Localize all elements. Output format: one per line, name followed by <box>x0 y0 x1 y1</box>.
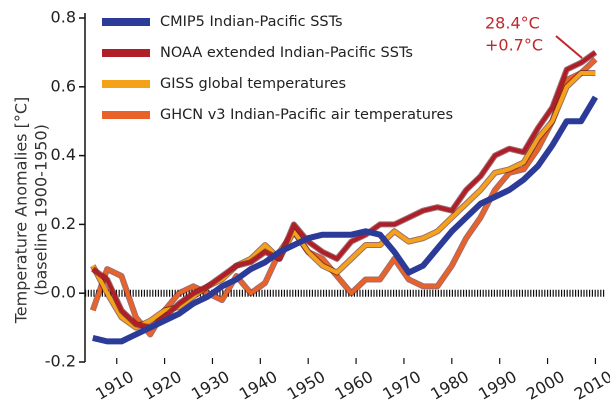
x-tick-label: 1930 <box>188 367 233 402</box>
y-tick-label: 0.6 <box>51 76 76 95</box>
x-tick-label: 1940 <box>236 367 281 402</box>
x-tick-label: 2010 <box>571 367 610 402</box>
x-tick-label: 1980 <box>427 367 472 402</box>
series-line <box>90 57 597 337</box>
x-tick-label: 1950 <box>284 367 329 402</box>
legend-label: CMIP5 Indian-Pacific SSTs <box>160 14 343 30</box>
y-tick-label: 0.8 <box>51 8 76 27</box>
y-tick-label: 0.2 <box>51 214 76 233</box>
legend-box <box>92 6 480 134</box>
legend-label: GHCN v3 Indian-Pacific air temperatures <box>160 107 453 123</box>
y-tick-label: -0.2 <box>45 352 76 371</box>
legend-label: GISS global temperatures <box>160 76 346 92</box>
y-tick-label: 0.4 <box>51 145 76 164</box>
x-tick-label: 1910 <box>92 367 137 402</box>
y-axis-note: (baseline 1900-1950) <box>32 124 51 296</box>
x-tick-label: 1920 <box>140 367 185 402</box>
annotation-pointer <box>555 35 583 59</box>
series-line <box>92 95 599 345</box>
y-axis-label: Temperature Anomalies [°C] <box>12 97 31 325</box>
series-line <box>91 50 597 330</box>
x-tick-label: 1990 <box>475 367 520 402</box>
x-tick-label: 1970 <box>379 367 424 402</box>
legend-label: NOAA extended Indian-Pacific SSTs <box>160 45 413 61</box>
y-tick-label: 0.0 <box>51 283 76 302</box>
annotation: +0.7°C <box>485 36 543 55</box>
x-tick-label: 2000 <box>523 367 568 402</box>
x-tick-label: 1960 <box>332 367 377 402</box>
annotation: 28.4°C <box>485 14 540 33</box>
